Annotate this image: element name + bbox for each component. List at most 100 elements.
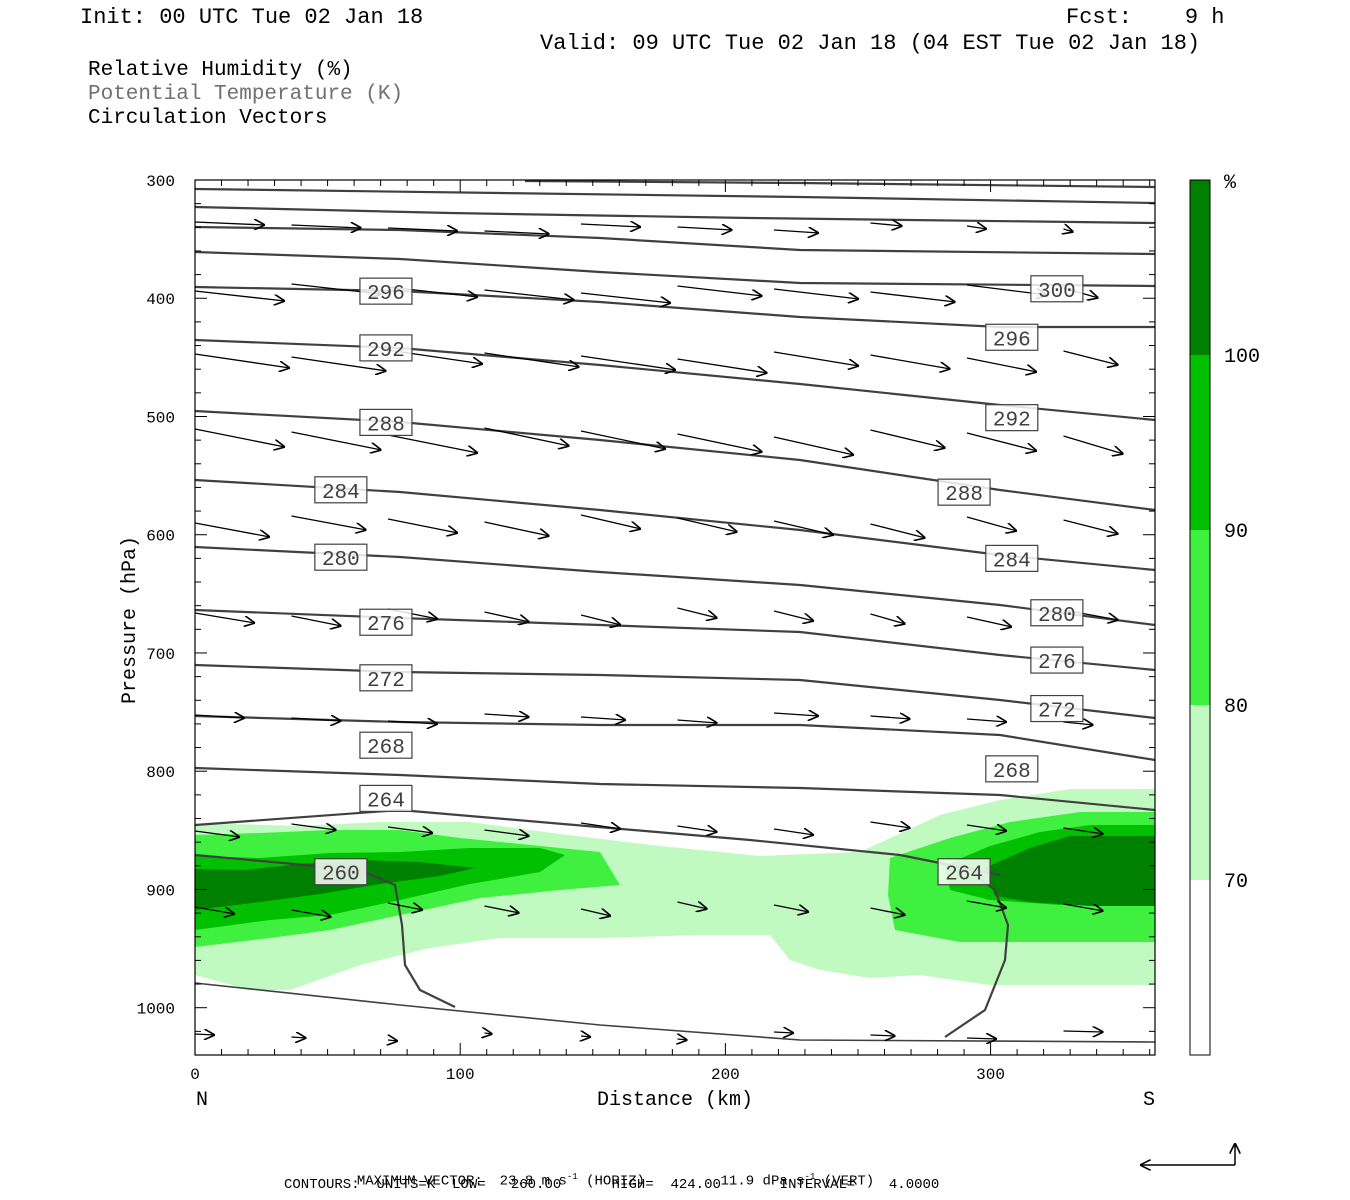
- theta-label-text: 292: [993, 410, 1031, 433]
- colorbar-band-70: [1190, 705, 1210, 880]
- circulation-vector: [773, 520, 834, 535]
- theta-label-box: [1030, 646, 1084, 674]
- theta-label-box: [985, 323, 1039, 351]
- circulation-vector: [291, 824, 337, 830]
- y-tick-label: 500: [146, 409, 175, 427]
- x-tick-label: 100: [446, 1066, 475, 1084]
- circulation-vector: [870, 1035, 896, 1036]
- circulation-vector: [291, 1037, 307, 1038]
- exponent: -1: [566, 1172, 578, 1182]
- circulation-vector: [484, 289, 575, 300]
- theta-label-box: [359, 334, 413, 362]
- circulation-vector: [677, 285, 763, 296]
- theta-label-box: [314, 543, 368, 571]
- theta-contour: [524, 179, 1156, 189]
- y-tick-label: 600: [146, 528, 175, 546]
- circulation-vector: [1063, 350, 1119, 365]
- theta-contour: [194, 225, 1156, 256]
- max-vector-vert: 11.9 dPa s: [720, 1173, 805, 1190]
- theta-label: 264: [359, 784, 413, 813]
- theta-label-box: [937, 478, 991, 506]
- rh-100-region-south: [985, 836, 1155, 906]
- theta-contour: [194, 187, 1156, 205]
- theta-label: 284: [985, 544, 1039, 573]
- axis-tick-labels: 0 100 200 300 300 400 500 600 700 800 900 1000: [137, 173, 1005, 1084]
- circulation-vector: [966, 516, 1017, 531]
- theta-label: 272: [359, 664, 413, 693]
- circulation-vector: [484, 905, 520, 913]
- circulation-vector: [194, 222, 265, 225]
- theta-label: 272: [1030, 694, 1084, 724]
- theta-label-text: 280: [322, 549, 360, 572]
- circulation-vector: [773, 1032, 794, 1033]
- circulation-vector: [966, 825, 1007, 831]
- circulation-vector: [677, 433, 763, 452]
- circulation-vector: [773, 829, 814, 835]
- y-tick-label: 800: [146, 764, 175, 782]
- theta-label-text: 300: [1038, 281, 1076, 304]
- relative-humidity-shading: [195, 789, 1155, 990]
- circulation-vector: [580, 823, 621, 829]
- colorbar-band-80: [1190, 530, 1210, 705]
- theta-label-text: 276: [1038, 652, 1076, 675]
- circulation-vector: [677, 607, 718, 618]
- circulation-vector: [1063, 722, 1094, 725]
- circulation-vector: [870, 822, 911, 828]
- circulation-vector: [870, 907, 906, 915]
- circulation-vector: [580, 514, 641, 529]
- theta-label-text: 272: [1038, 701, 1076, 724]
- valid-time: Valid: 09 UTC Tue 02 Jan 18 (04 EST Tue …: [540, 31, 1201, 56]
- theta-label: 296: [359, 277, 413, 306]
- circulation-vector: [580, 614, 621, 625]
- theta-label: 284: [314, 476, 368, 505]
- circulation-vector: [966, 432, 1037, 451]
- circulation-vector: [387, 902, 423, 910]
- circulation-vector: [678, 1039, 688, 1040]
- circulation-vector: [388, 1040, 398, 1041]
- circulation-vector: [870, 354, 951, 369]
- circulation-vector: [194, 831, 240, 837]
- theta-label-box: [314, 858, 368, 886]
- contours-info: CONTOURS: UNITS=K LOW= 260.00 HIGH= 424.…: [284, 1177, 940, 1193]
- max-vector-horiz: 23.8 m s: [499, 1173, 567, 1190]
- x-tick-label: 200: [711, 1066, 740, 1084]
- theta-label-text: 292: [367, 340, 405, 363]
- circulation-vector: [1063, 1031, 1104, 1032]
- circulation-vector: [194, 428, 285, 447]
- circulation-vector: [484, 714, 530, 717]
- theta-contour: [194, 663, 1156, 720]
- y-tick-label: 900: [146, 882, 175, 900]
- theta-label-text: 264: [945, 864, 983, 887]
- circulation-vector: [387, 434, 478, 453]
- theta-label-box: [314, 476, 368, 504]
- south-label: S: [1143, 1089, 1155, 1112]
- theta-label-text: 260: [322, 864, 360, 887]
- circulation-vectors: [194, 222, 1124, 1041]
- colorbar-unit: %: [1224, 172, 1237, 195]
- legend-circulation-vectors: Circulation Vectors: [88, 107, 328, 130]
- circulation-vector: [291, 615, 342, 626]
- circulation-vector: [773, 610, 814, 621]
- circulation-vector: [291, 225, 362, 228]
- theta-label: 268: [359, 731, 413, 760]
- theta-label: 276: [1030, 646, 1084, 675]
- exponent: -1: [804, 1172, 816, 1182]
- circulation-vector: [1063, 828, 1104, 834]
- circulation-vector: [1063, 519, 1119, 534]
- theta-label: 292: [985, 404, 1039, 433]
- theta-label-box: [359, 664, 413, 692]
- circulation-vector: [194, 906, 235, 914]
- theta-label-box: [359, 408, 413, 436]
- init-time: Init: 00 UTC Tue 02 Jan 18: [80, 5, 424, 30]
- theta-label-text: 276: [367, 614, 405, 637]
- theta-label: 288: [937, 478, 991, 507]
- circulation-vector: [387, 827, 433, 833]
- theta-label: 268: [985, 755, 1039, 784]
- theta-contour: [194, 714, 1156, 762]
- circulation-vector: [387, 721, 438, 724]
- theta-label-box: [359, 731, 413, 759]
- circulation-vector: [484, 427, 570, 446]
- theta-contour: [194, 808, 1001, 877]
- theta-label-box: [1030, 694, 1084, 723]
- circulation-vector: [1064, 229, 1074, 232]
